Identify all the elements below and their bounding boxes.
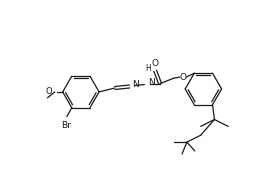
Text: N: N xyxy=(133,80,139,89)
Text: H: H xyxy=(146,64,151,73)
Text: Br: Br xyxy=(61,121,71,130)
Text: O: O xyxy=(152,59,159,68)
Text: N: N xyxy=(148,78,154,87)
Text: O: O xyxy=(179,73,186,82)
Text: O: O xyxy=(46,87,52,96)
